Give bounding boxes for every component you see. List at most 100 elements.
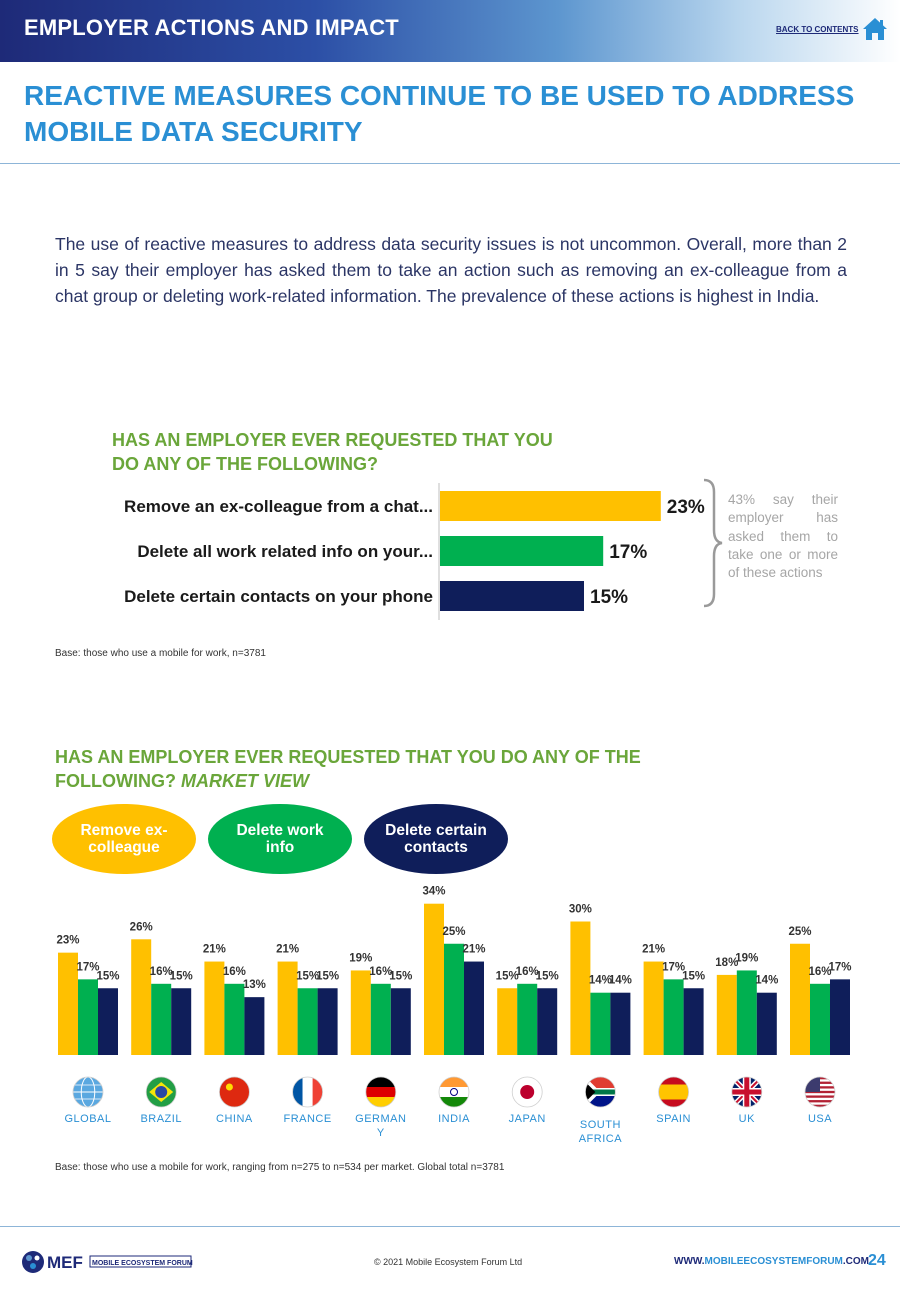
south-africa-flag-icon [585, 1076, 616, 1108]
chart2-bar [683, 988, 704, 1055]
chart2-bar [756, 992, 777, 1055]
footer-website-link[interactable]: WWW.MOBILEECOSYSTEMFORUM.COM [674, 1256, 869, 1267]
chart2-bar [790, 943, 810, 1055]
chart2-value-label: 21% [642, 944, 665, 956]
chart2-value-label: 21% [276, 944, 299, 956]
chart2-bar [204, 961, 225, 1055]
chart2-value-label: 15% [536, 970, 559, 982]
chart2-value-label: 16% [369, 966, 392, 978]
japan-flag-icon [511, 1076, 543, 1108]
uk-flag-icon [731, 1076, 763, 1108]
chart2-bar [350, 970, 371, 1055]
chart2-bar [297, 988, 318, 1055]
chart2-category-label: INDIA [438, 1113, 470, 1125]
chart2-value-label: 15% [496, 970, 519, 982]
back-to-contents-link[interactable]: BACK TO CONTENTS [776, 25, 859, 34]
chart2-bar [537, 988, 558, 1055]
chart2-category-label: UK [739, 1113, 755, 1125]
chart2-bar [810, 983, 830, 1055]
chart2-bar [58, 952, 78, 1055]
chart2-category-label: FRANCE [283, 1113, 331, 1125]
chart2-value-label: 15% [170, 970, 193, 982]
chart1-horizontal-bar-chart: Remove an ex-colleague from a chat... 23%… [124, 483, 705, 620]
chart2-category-label: GLOBAL [64, 1113, 111, 1125]
chart2-category-label: SOUTH [580, 1119, 621, 1131]
chart2-bar [277, 961, 298, 1055]
chart2-value-label: 16% [223, 966, 246, 978]
chart2-bar [716, 974, 737, 1055]
chart2-value-label: 19% [349, 952, 372, 964]
chart1-value-label: 23% [667, 497, 705, 518]
chart2-category-label: SPAIN [656, 1113, 691, 1125]
chart2-bar [244, 997, 265, 1055]
chart2-value-label: 17% [828, 961, 851, 973]
chart2-value-label: 26% [130, 921, 153, 933]
chart2-value-label: 15% [316, 970, 339, 982]
chart2-bar [370, 983, 391, 1055]
chart2-bar [131, 939, 152, 1055]
chart1-category-label: Delete all work related info on your... [137, 542, 433, 561]
legend-delete-work-info: Delete work info [208, 804, 352, 874]
chart2-value-label: 30% [569, 904, 592, 916]
chart2-category-label: JAPAN [509, 1113, 546, 1125]
chart1-bar [440, 581, 584, 611]
chart2-value-label: 19% [735, 952, 758, 964]
chart2-value-label: 21% [462, 944, 485, 956]
intro-paragraph: The use of reactive measures to address … [55, 234, 847, 306]
footer-copyright: © 2021 Mobile Ecosystem Forum Ltd [374, 1257, 523, 1267]
chart2-bar [517, 983, 538, 1055]
chart2-title-main: HAS AN EMPLOYER EVER REQUESTED THAT YOU … [55, 747, 641, 791]
chart2-bar [464, 961, 484, 1055]
home-icon[interactable] [862, 16, 888, 42]
globe-icon [72, 1076, 104, 1108]
chart2-bar [317, 988, 338, 1055]
footer-divider [0, 1226, 900, 1227]
chart2-value-label: 14% [755, 975, 778, 987]
chart2-bar [643, 961, 664, 1055]
chart2-bar [570, 921, 591, 1055]
chart2-category-label: BRAZIL [140, 1113, 182, 1125]
chart2-bar [171, 988, 192, 1055]
title-divider [0, 163, 900, 164]
chart2-bar [497, 988, 518, 1055]
chart2-value-label: 25% [788, 926, 811, 938]
chart1-value-label: 17% [609, 542, 647, 563]
chart2-value-label: 15% [96, 970, 119, 982]
chart2-bar [736, 970, 757, 1055]
chart2-title-subtitle: MARKET VIEW [181, 771, 309, 791]
france-flag-icon [292, 1076, 324, 1108]
chart2-value-label: 14% [609, 975, 632, 987]
china-flag-icon [218, 1076, 250, 1108]
chart2-bar [830, 979, 850, 1055]
section-title: EMPLOYER ACTIONS AND IMPACT [24, 15, 399, 40]
chart2-value-label: 16% [150, 966, 173, 978]
chart2-bar [590, 992, 611, 1055]
base-note-chart2: Base: those who use a mobile for work, r… [55, 1162, 505, 1173]
chart2-bar [224, 983, 245, 1055]
usa-flag-icon [804, 1076, 836, 1108]
chart2-value-label: 17% [662, 961, 685, 973]
chart2-bar [390, 988, 411, 1055]
header-bar [0, 0, 900, 62]
chart1-category-label: Delete certain contacts on your phone [124, 587, 433, 606]
chart1-title: HAS AN EMPLOYER EVER REQUESTED THAT YOU … [112, 430, 553, 474]
chart2-title: HAS AN EMPLOYER EVER REQUESTED THAT YOU … [55, 745, 755, 793]
chart2-value-label: 34% [422, 886, 445, 898]
spain-flag-icon [658, 1076, 689, 1108]
mef-logo: MEF MOBILE ECOSYSTEM FORUM [22, 1251, 193, 1273]
chart2-bar [98, 988, 118, 1055]
chart2-market-bar-chart: 23%17%15%GLOBAL26%16%15%BRAZIL21%16%13%C… [56, 886, 851, 1145]
chart2-value-label: 13% [243, 979, 266, 991]
brazil-flag-icon [145, 1076, 177, 1108]
chart1-bar [440, 536, 604, 566]
chart2-bar [663, 979, 684, 1055]
legend-delete-certain-contacts: Delete certain contacts [364, 804, 508, 874]
chart2-bar [610, 992, 631, 1055]
chart2-bar [424, 903, 444, 1055]
chart2-value-label: 14% [589, 975, 612, 987]
chart2-bar [78, 979, 98, 1055]
page-title: REACTIVE MEASURES CONTINUE TO BE USED TO… [24, 80, 855, 147]
india-flag-icon [438, 1076, 470, 1108]
chart2-value-label: 15% [389, 970, 412, 982]
chart2-value-label: 18% [715, 957, 738, 969]
